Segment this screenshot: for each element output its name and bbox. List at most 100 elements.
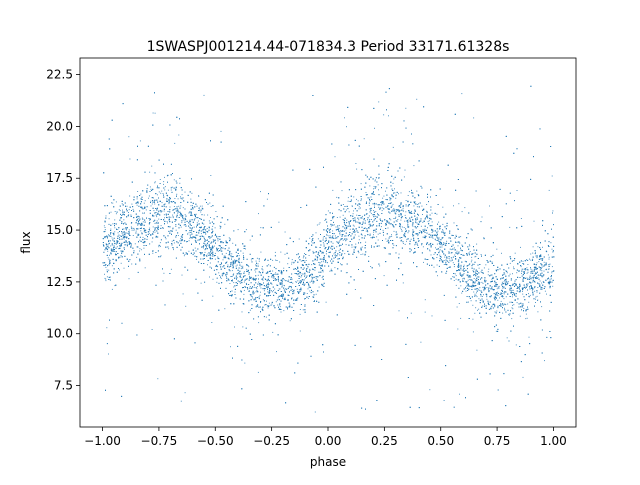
data-point <box>535 302 536 303</box>
data-point <box>380 226 382 228</box>
data-point <box>486 295 488 297</box>
data-point <box>373 234 374 236</box>
data-point <box>387 206 388 208</box>
data-point <box>118 269 120 271</box>
data-point <box>374 179 376 181</box>
data-point <box>130 243 132 245</box>
data-point <box>104 265 106 266</box>
data-point <box>255 264 257 266</box>
data-point <box>473 278 475 279</box>
data-point <box>306 293 308 294</box>
data-point <box>295 281 297 283</box>
data-point <box>474 293 476 295</box>
data-point <box>432 257 434 259</box>
data-point <box>114 285 116 287</box>
data-point <box>331 241 333 243</box>
data-point <box>280 311 282 313</box>
data-point <box>292 282 294 284</box>
data-point <box>503 293 505 295</box>
data-point <box>475 307 477 309</box>
data-point <box>307 288 309 290</box>
data-point <box>411 224 413 226</box>
data-point <box>106 246 108 248</box>
data-point <box>476 296 478 298</box>
data-point <box>417 235 419 237</box>
data-point <box>443 242 445 244</box>
data-point <box>358 221 360 223</box>
data-point <box>405 217 407 219</box>
data-point <box>328 237 330 239</box>
data-point <box>487 274 489 276</box>
data-point <box>108 218 110 220</box>
data-point <box>478 290 480 291</box>
data-point <box>368 223 370 225</box>
data-point <box>128 136 130 138</box>
data-point <box>365 230 367 232</box>
data-point <box>332 235 334 237</box>
data-point <box>220 130 222 132</box>
data-point <box>405 204 407 206</box>
data-point <box>527 283 529 285</box>
data-point <box>295 281 297 283</box>
data-point <box>345 272 347 274</box>
data-point <box>261 266 263 268</box>
data-point <box>243 271 245 273</box>
data-point <box>547 254 549 256</box>
data-point <box>460 317 462 319</box>
data-point <box>358 252 360 254</box>
data-point <box>456 250 458 252</box>
data-point <box>227 264 229 266</box>
data-point <box>238 255 240 257</box>
data-point <box>413 205 415 207</box>
data-point <box>529 294 531 296</box>
data-point <box>355 243 357 245</box>
data-point <box>234 326 235 328</box>
data-point <box>490 296 492 298</box>
data-point <box>353 225 355 227</box>
data-point <box>304 275 305 277</box>
data-point <box>504 273 506 275</box>
data-point <box>117 229 119 230</box>
data-point <box>251 297 253 299</box>
data-point <box>199 209 201 211</box>
data-point <box>265 285 267 287</box>
data-point <box>454 273 456 275</box>
data-point <box>427 227 428 229</box>
data-point <box>469 251 471 252</box>
data-point <box>453 266 455 268</box>
data-point <box>234 291 236 293</box>
data-point <box>447 260 448 262</box>
data-point <box>466 253 468 255</box>
data-point <box>138 220 140 221</box>
data-point <box>339 232 341 234</box>
data-point <box>436 228 438 230</box>
data-point <box>335 226 337 228</box>
data-point <box>512 304 513 306</box>
data-point <box>452 262 454 264</box>
data-point <box>422 246 424 248</box>
data-point <box>111 237 113 239</box>
data-point <box>153 210 155 212</box>
data-point <box>383 195 385 197</box>
data-point <box>311 264 313 266</box>
data-point <box>119 237 120 238</box>
data-point <box>391 205 393 207</box>
data-point <box>371 245 372 247</box>
data-point <box>237 229 239 231</box>
data-point <box>360 200 362 202</box>
data-point <box>249 309 251 311</box>
data-point <box>233 273 235 275</box>
data-point <box>453 222 455 224</box>
data-point <box>220 242 222 244</box>
data-point <box>405 211 407 213</box>
data-point <box>123 228 125 230</box>
data-point <box>419 230 421 231</box>
data-point <box>504 307 505 309</box>
data-point <box>475 285 477 286</box>
data-point <box>142 221 144 223</box>
data-point <box>174 198 176 199</box>
data-point <box>109 254 110 256</box>
data-point <box>408 191 410 193</box>
data-point <box>108 353 109 355</box>
data-point <box>139 239 141 241</box>
